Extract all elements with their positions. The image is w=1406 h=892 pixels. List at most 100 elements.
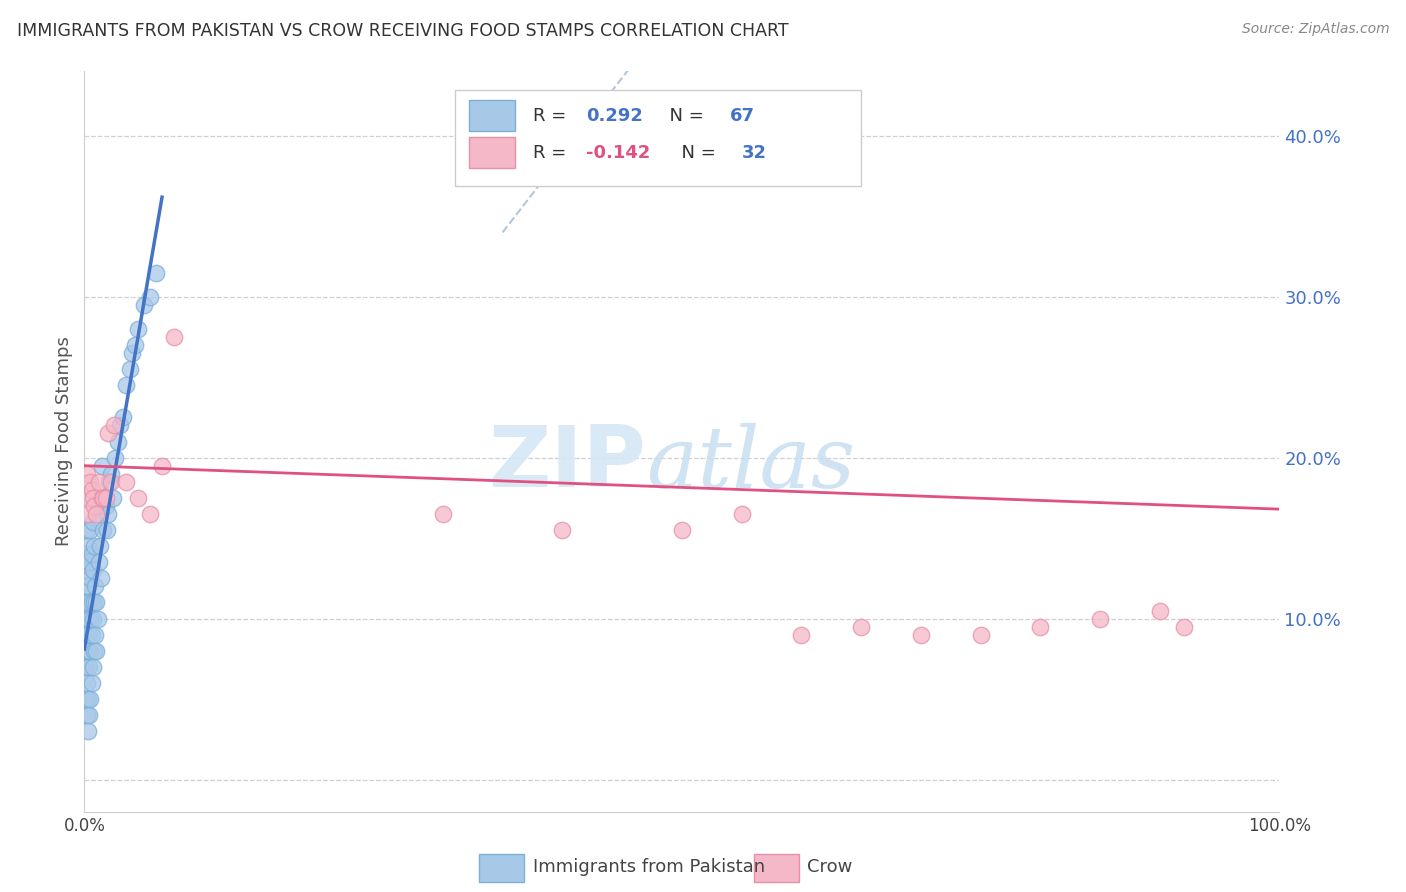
Point xyxy=(132,298,156,312)
Point xyxy=(93,523,115,537)
FancyBboxPatch shape xyxy=(479,854,524,882)
Point xyxy=(77,555,100,569)
Point xyxy=(83,539,105,553)
Point xyxy=(86,595,108,609)
Point xyxy=(79,571,101,585)
Point xyxy=(82,611,104,625)
Point xyxy=(110,418,132,433)
Point xyxy=(163,330,186,344)
Point xyxy=(103,418,125,433)
Point xyxy=(1029,619,1052,633)
Point xyxy=(87,555,110,569)
Point xyxy=(86,507,108,521)
Point xyxy=(139,507,162,521)
Point xyxy=(100,475,122,489)
Point xyxy=(80,483,103,497)
Point xyxy=(82,563,104,577)
Point xyxy=(86,644,108,658)
Point xyxy=(77,595,100,609)
Point xyxy=(77,692,100,706)
Point xyxy=(84,628,107,642)
Point xyxy=(94,491,117,505)
Point xyxy=(77,660,100,674)
Point xyxy=(83,499,105,513)
Point xyxy=(87,499,110,513)
Point xyxy=(82,515,104,529)
Text: N =: N = xyxy=(658,107,710,125)
Point xyxy=(76,563,98,577)
Point xyxy=(79,611,101,625)
Point xyxy=(970,628,993,642)
Point xyxy=(79,644,101,658)
Point xyxy=(76,676,98,690)
Point xyxy=(76,708,98,723)
FancyBboxPatch shape xyxy=(456,90,862,186)
Point xyxy=(77,628,100,642)
Point xyxy=(84,579,107,593)
Text: R =: R = xyxy=(533,107,571,125)
Point xyxy=(89,539,111,553)
Point xyxy=(115,378,138,392)
Point xyxy=(91,491,114,505)
Point xyxy=(97,426,120,441)
Point xyxy=(127,322,149,336)
Point xyxy=(432,507,454,521)
Point xyxy=(77,579,100,593)
Point xyxy=(139,290,162,304)
Text: -0.142: -0.142 xyxy=(586,144,651,161)
Point xyxy=(75,611,97,625)
Point xyxy=(77,491,100,505)
Point xyxy=(104,450,127,465)
Text: atlas: atlas xyxy=(647,423,855,505)
Point xyxy=(96,523,118,537)
Point xyxy=(80,676,103,690)
Point xyxy=(75,547,97,561)
Text: Immigrants from Pakistan: Immigrants from Pakistan xyxy=(533,858,765,876)
Point xyxy=(76,628,98,642)
Point xyxy=(851,619,873,633)
Point xyxy=(124,338,146,352)
Text: 67: 67 xyxy=(730,107,755,125)
Point xyxy=(79,523,101,537)
Point xyxy=(910,628,932,642)
Point xyxy=(77,708,100,723)
Point xyxy=(97,507,120,521)
Point xyxy=(1090,611,1112,625)
Point xyxy=(94,499,117,513)
Point xyxy=(145,266,167,280)
Text: 0.292: 0.292 xyxy=(586,107,643,125)
Point xyxy=(118,362,141,376)
Point xyxy=(100,467,122,481)
Point xyxy=(93,491,115,505)
Point xyxy=(77,644,100,658)
Point xyxy=(86,611,108,625)
Point xyxy=(83,595,105,609)
Text: N =: N = xyxy=(671,144,721,161)
Point xyxy=(79,475,101,489)
Point xyxy=(150,458,173,473)
Point xyxy=(1173,619,1195,633)
Point xyxy=(127,491,149,505)
Point xyxy=(731,507,754,521)
Point xyxy=(671,523,693,537)
Text: R =: R = xyxy=(533,144,571,161)
Point xyxy=(79,692,101,706)
Point xyxy=(551,523,574,537)
Text: ZIP: ZIP xyxy=(488,422,647,505)
Point xyxy=(80,628,103,642)
Point xyxy=(91,458,114,473)
Point xyxy=(80,595,103,609)
Text: Source: ZipAtlas.com: Source: ZipAtlas.com xyxy=(1241,22,1389,37)
Point xyxy=(76,467,98,481)
Point xyxy=(75,579,97,593)
Point xyxy=(75,660,97,674)
Point xyxy=(111,410,134,425)
Point xyxy=(121,346,143,360)
Point xyxy=(76,523,98,537)
Point xyxy=(101,491,124,505)
Text: 32: 32 xyxy=(742,144,766,161)
Point xyxy=(77,611,100,625)
Point xyxy=(1149,603,1171,617)
FancyBboxPatch shape xyxy=(470,100,515,131)
Text: Crow: Crow xyxy=(807,858,853,876)
